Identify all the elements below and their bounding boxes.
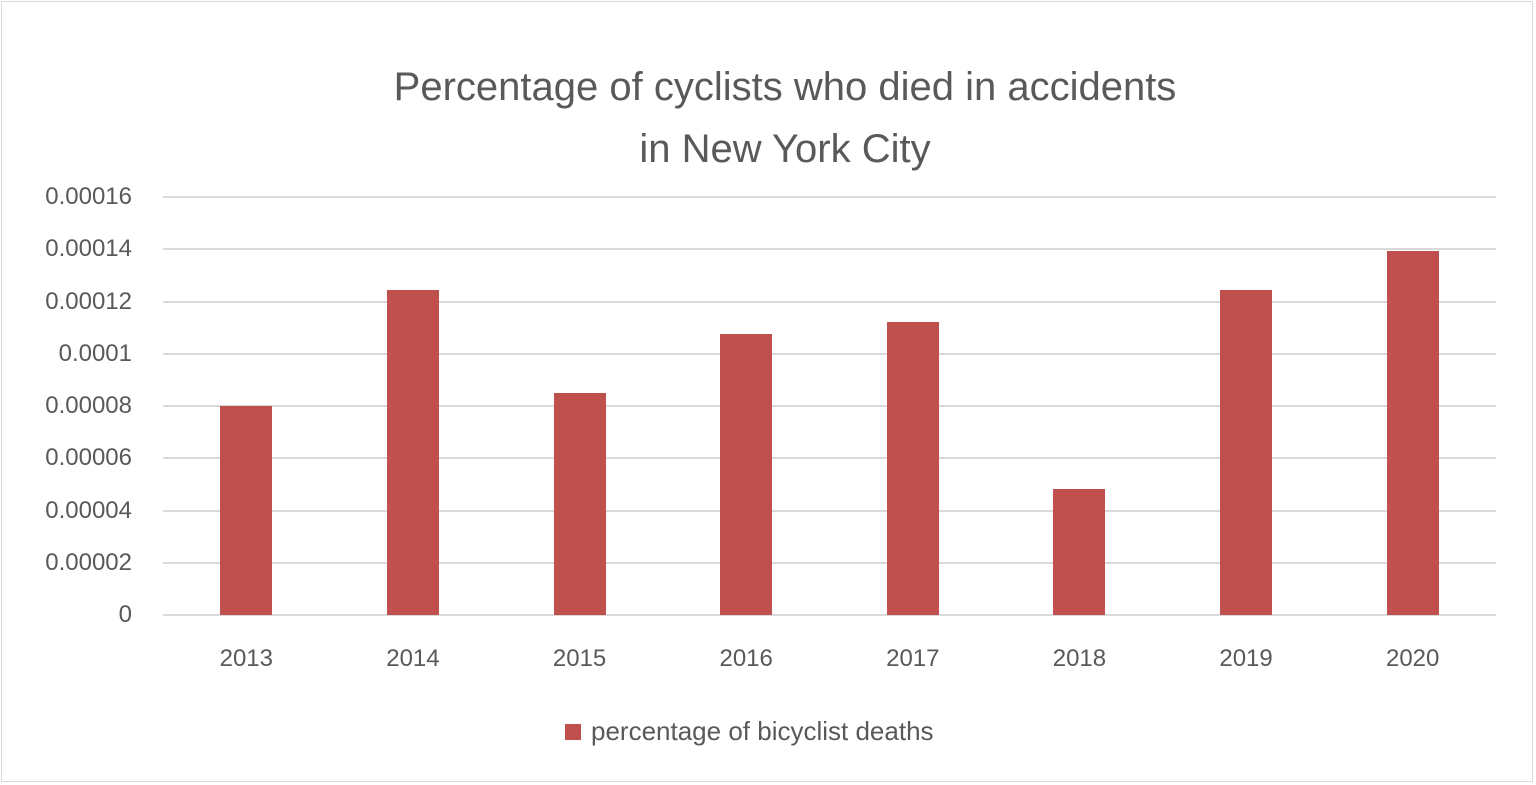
title-line-2: in New York City xyxy=(639,127,931,171)
y-tick-label: 0.00002 xyxy=(45,548,132,576)
gridline xyxy=(163,614,1496,616)
bar-2014 xyxy=(386,289,439,615)
bar-2018 xyxy=(1053,489,1106,615)
y-tick-label: 0.00008 xyxy=(45,392,132,419)
y-tick-label: 0.00012 xyxy=(45,287,132,315)
bar-2015 xyxy=(553,393,606,615)
legend-swatch xyxy=(565,723,581,740)
gridline xyxy=(163,300,1496,303)
bar-2019 xyxy=(1220,290,1273,615)
y-tick-label: 0.00004 xyxy=(45,496,132,524)
gridline xyxy=(163,352,1496,355)
y-tick-label: 0.00016 xyxy=(45,183,132,210)
x-tick-label: 2019 xyxy=(1219,645,1273,672)
gridline xyxy=(163,405,1496,407)
gridline xyxy=(163,457,1496,460)
x-tick-label: 2016 xyxy=(719,645,773,672)
legend: percentage of bicyclist deaths xyxy=(565,716,934,747)
title-line-1: Percentage of cyclists who died in accid… xyxy=(393,65,1177,109)
chart-title: Percentage of cyclists who died in accid… xyxy=(0,56,1536,180)
x-tick-label: 2015 xyxy=(552,645,607,672)
gridline xyxy=(163,509,1496,512)
y-tick-label: 0.0001 xyxy=(58,339,132,367)
gridline xyxy=(163,561,1496,564)
y-tick-label: 0 xyxy=(118,601,132,628)
x-tick-label: 2014 xyxy=(386,645,440,672)
bar-2020 xyxy=(1386,251,1439,615)
bar-2016 xyxy=(720,334,773,615)
x-tick-label: 2018 xyxy=(1052,645,1107,672)
gridline xyxy=(163,196,1496,198)
gridline xyxy=(163,248,1496,251)
x-tick-label: 2017 xyxy=(886,645,940,672)
bar-2013 xyxy=(220,406,273,615)
x-tick-label: 2020 xyxy=(1385,645,1440,672)
y-tick-label: 0.00014 xyxy=(45,235,132,263)
legend-label: percentage of bicyclist deaths xyxy=(591,716,934,746)
bar-2017 xyxy=(886,322,939,615)
y-tick-label: 0.00006 xyxy=(45,444,132,472)
x-tick-label: 2013 xyxy=(219,645,273,672)
